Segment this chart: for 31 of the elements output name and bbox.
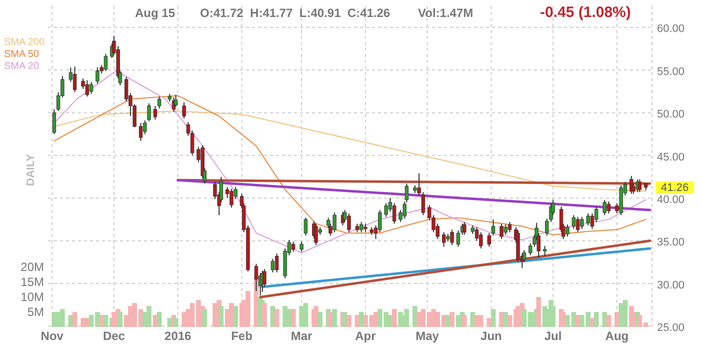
annotation: 41.26 [661, 182, 689, 194]
y-tick-label: 60.00 [657, 23, 685, 36]
x-tick-label: Apr [355, 329, 376, 343]
x-tick-label: Feb [231, 329, 252, 343]
text: SMA 20 [4, 61, 40, 72]
y-tick-label: 40.00 [657, 194, 685, 206]
x-tick-label: Dec [102, 329, 126, 343]
text: SMA 200 [4, 37, 46, 48]
y2-tick-label: 10M [20, 290, 44, 304]
x-tick-label: Jul [544, 329, 562, 343]
text: SMA 50 [4, 49, 40, 60]
x-tick-label: Jun [480, 329, 502, 343]
x-tick-label: May [416, 329, 440, 343]
y-tick-label: 25.00 [657, 322, 685, 334]
annotation: Vol:1.47M [418, 6, 474, 20]
annotation: Aug 15 [135, 6, 176, 20]
x-tick-label: 2016 [164, 329, 192, 343]
y-tick-label: 45.00 [657, 151, 685, 164]
y-tick-label: 50.00 [657, 108, 685, 121]
annotation: O:41.72 H:41.77 L:40.91 C:41.26 [200, 6, 390, 20]
annotation: -0.45 (1.08%) [540, 4, 631, 21]
y2-tick-label: 5M [27, 305, 44, 320]
text: DAILY [25, 153, 37, 186]
x-tick-label: Mar [290, 329, 313, 343]
y2-tick-label: 20M [20, 260, 44, 274]
y-tick-label: 55.00 [657, 66, 685, 78]
y2-tick-label: 15M [20, 275, 44, 290]
y-tick-label: 30.00 [657, 279, 685, 292]
y-tick-label: 35.00 [657, 236, 685, 249]
x-tick-label: Nov [40, 329, 64, 343]
x-tick-label: Aug [605, 329, 629, 343]
